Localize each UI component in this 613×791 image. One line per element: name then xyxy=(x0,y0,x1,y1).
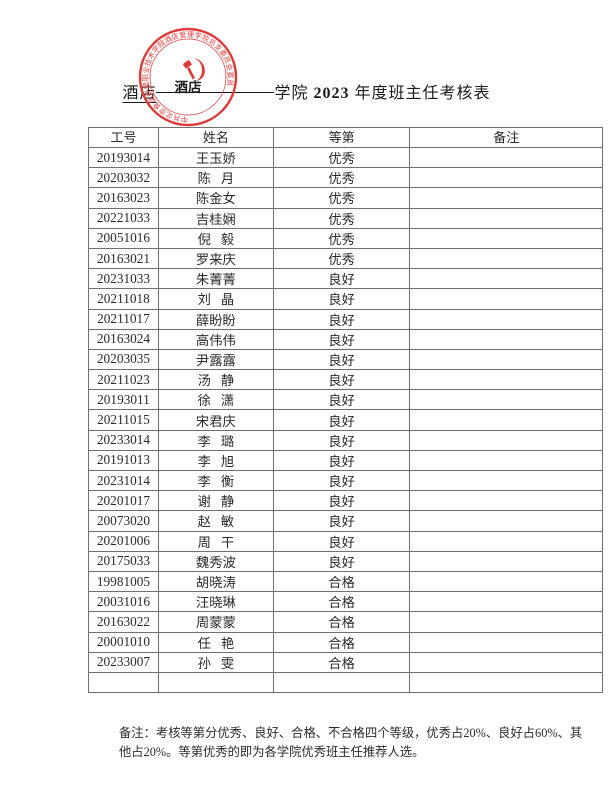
svg-text:酒店: 酒店 xyxy=(175,79,202,95)
svg-text:中共北京食品经营职业技术学院酒店管理学院总支委员会委员: 中共北京食品经营职业技术学院酒店管理学院总支委员会委员 xyxy=(141,30,235,124)
